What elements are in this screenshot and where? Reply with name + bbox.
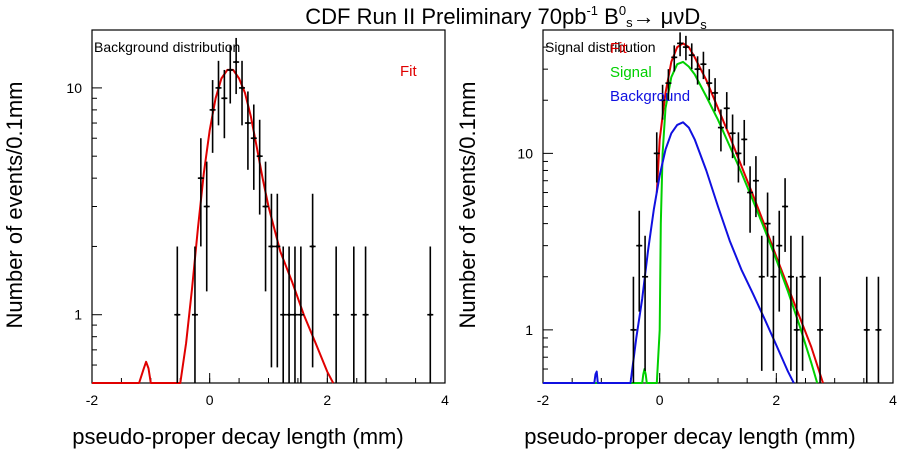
data-point xyxy=(215,60,222,126)
x-tick-label: 2 xyxy=(323,392,331,408)
data-point xyxy=(362,246,369,383)
figure-title: CDF Run II Preliminary 70pb-1 B0s→ μνDs xyxy=(305,3,707,32)
data-point xyxy=(817,276,824,383)
data-point xyxy=(659,84,666,120)
data-point xyxy=(875,276,882,383)
y-tick-label: 10 xyxy=(517,145,533,161)
data-point xyxy=(665,69,672,101)
data-point xyxy=(256,119,263,215)
data-point xyxy=(291,246,298,383)
legend-background: Background xyxy=(610,88,690,105)
x-tick-label: 0 xyxy=(656,392,664,408)
fit-curve-background xyxy=(543,121,795,384)
y-tick-label: 1 xyxy=(525,322,533,338)
data-point xyxy=(250,104,257,190)
data-point xyxy=(653,132,660,183)
data-point xyxy=(706,69,713,101)
data-point xyxy=(677,32,684,57)
data-point xyxy=(191,246,198,383)
data-point xyxy=(764,192,771,277)
data-point xyxy=(427,246,434,383)
data-point xyxy=(700,51,707,80)
right-panel-title: Signal distribution xyxy=(545,39,656,55)
data-point xyxy=(244,91,251,170)
data-point xyxy=(642,235,649,371)
data-point xyxy=(694,56,701,85)
data-point xyxy=(863,276,870,383)
fit-curve-fit xyxy=(655,42,824,384)
data-point xyxy=(297,246,304,383)
data-point xyxy=(309,193,316,368)
data-point xyxy=(747,166,754,233)
data-point xyxy=(350,246,357,383)
data-point xyxy=(682,35,689,61)
y-tick-label: 10 xyxy=(66,80,82,96)
x-tick-label: 0 xyxy=(206,392,214,408)
data-point xyxy=(239,60,246,126)
x-tick-label: 4 xyxy=(441,392,449,408)
right-y-axis-label: Number of events/0.1mm xyxy=(455,82,480,329)
data-point xyxy=(286,246,293,383)
data-point xyxy=(723,92,730,129)
x-tick-label: -2 xyxy=(86,392,99,408)
data-point xyxy=(741,119,748,166)
data-point xyxy=(717,109,724,152)
x-tick-label: 4 xyxy=(889,392,897,408)
data-point xyxy=(227,44,234,104)
data-point xyxy=(752,156,759,218)
data-point xyxy=(280,246,287,383)
data-point xyxy=(729,114,736,159)
data-point xyxy=(221,69,228,139)
right-x-axis-label: pseudo-proper decay length (mm) xyxy=(524,424,855,449)
data-point xyxy=(262,161,269,292)
data-point xyxy=(735,132,742,183)
data-point xyxy=(793,276,800,383)
data-point xyxy=(268,193,275,368)
left-panel: Background distribution Number of events… xyxy=(2,29,449,449)
data-point xyxy=(636,210,643,312)
data-point xyxy=(712,78,719,112)
data-point xyxy=(630,276,637,383)
data-point xyxy=(776,210,783,312)
data-point xyxy=(782,178,789,252)
data-point xyxy=(799,235,806,371)
right-panel: Signal distribution Number of events/0.1… xyxy=(455,29,897,449)
data-point xyxy=(758,235,765,371)
fit-curve-signal xyxy=(543,60,819,384)
left-x-axis-label: pseudo-proper decay length (mm) xyxy=(72,424,403,449)
data-point xyxy=(333,246,340,383)
left-y-axis-label: Number of events/0.1mm xyxy=(2,82,27,329)
data-point xyxy=(770,235,777,371)
legend-fit: Fit xyxy=(400,63,417,80)
data-point xyxy=(174,246,181,383)
left-panel-title: Background distribution xyxy=(94,39,240,55)
legend-signal: Signal xyxy=(610,64,652,81)
data-point xyxy=(787,235,794,371)
x-tick-label: -2 xyxy=(537,392,550,408)
legend-fit: Fit xyxy=(610,40,627,57)
data-point xyxy=(233,37,240,95)
x-tick-label: 2 xyxy=(772,392,780,408)
data-point xyxy=(274,193,281,368)
data-point xyxy=(197,138,204,247)
data-point xyxy=(688,43,695,70)
data-point xyxy=(209,80,216,153)
data-point xyxy=(671,45,678,72)
y-tick-label: 1 xyxy=(74,307,82,323)
data-point xyxy=(203,161,210,292)
